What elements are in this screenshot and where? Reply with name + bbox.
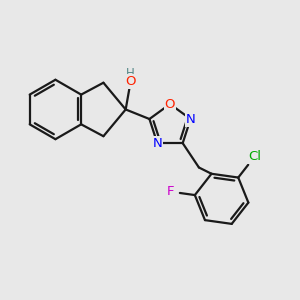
Text: F: F bbox=[167, 185, 175, 198]
Text: Cl: Cl bbox=[248, 150, 261, 163]
Text: H: H bbox=[125, 67, 134, 80]
Text: O: O bbox=[165, 98, 175, 111]
Text: N: N bbox=[186, 112, 196, 125]
Text: N: N bbox=[152, 137, 162, 150]
Text: O: O bbox=[126, 75, 136, 88]
